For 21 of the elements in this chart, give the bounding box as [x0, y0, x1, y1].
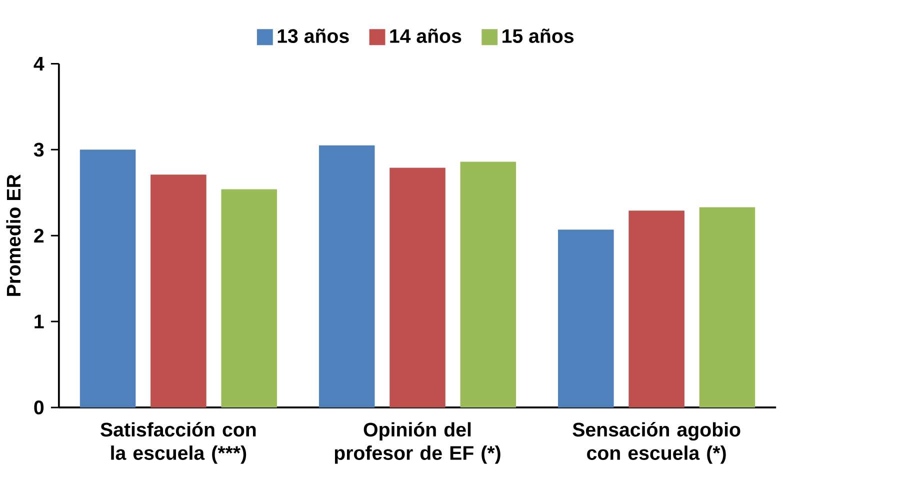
bar — [150, 174, 206, 408]
y-axis-title: Promedio ER — [6, 174, 21, 296]
bar — [558, 230, 614, 408]
bar — [318, 145, 375, 408]
bar — [699, 207, 756, 408]
legend-label: 14 años — [390, 28, 462, 43]
y-tick-label: 2 — [34, 228, 44, 242]
bar — [221, 189, 277, 408]
bar — [460, 162, 516, 408]
legend-label: 13 años — [278, 28, 349, 44]
y-tick-label: 3 — [34, 142, 44, 157]
x-tick-label: Satisfacción con la escuela (***) — [100, 422, 256, 464]
y-tick-label: 1 — [34, 314, 44, 328]
x-tick-label: Sensación agobio con escuela (*) — [572, 422, 740, 464]
y-tick-label: 4 — [34, 57, 44, 70]
bar — [390, 168, 446, 408]
legend-label: 15 años — [502, 28, 574, 43]
y-tick-label: 0 — [34, 400, 44, 414]
x-tick-label: Opinión del profesor de EF (*) — [334, 422, 500, 464]
bar — [628, 210, 684, 408]
bar — [80, 150, 136, 408]
